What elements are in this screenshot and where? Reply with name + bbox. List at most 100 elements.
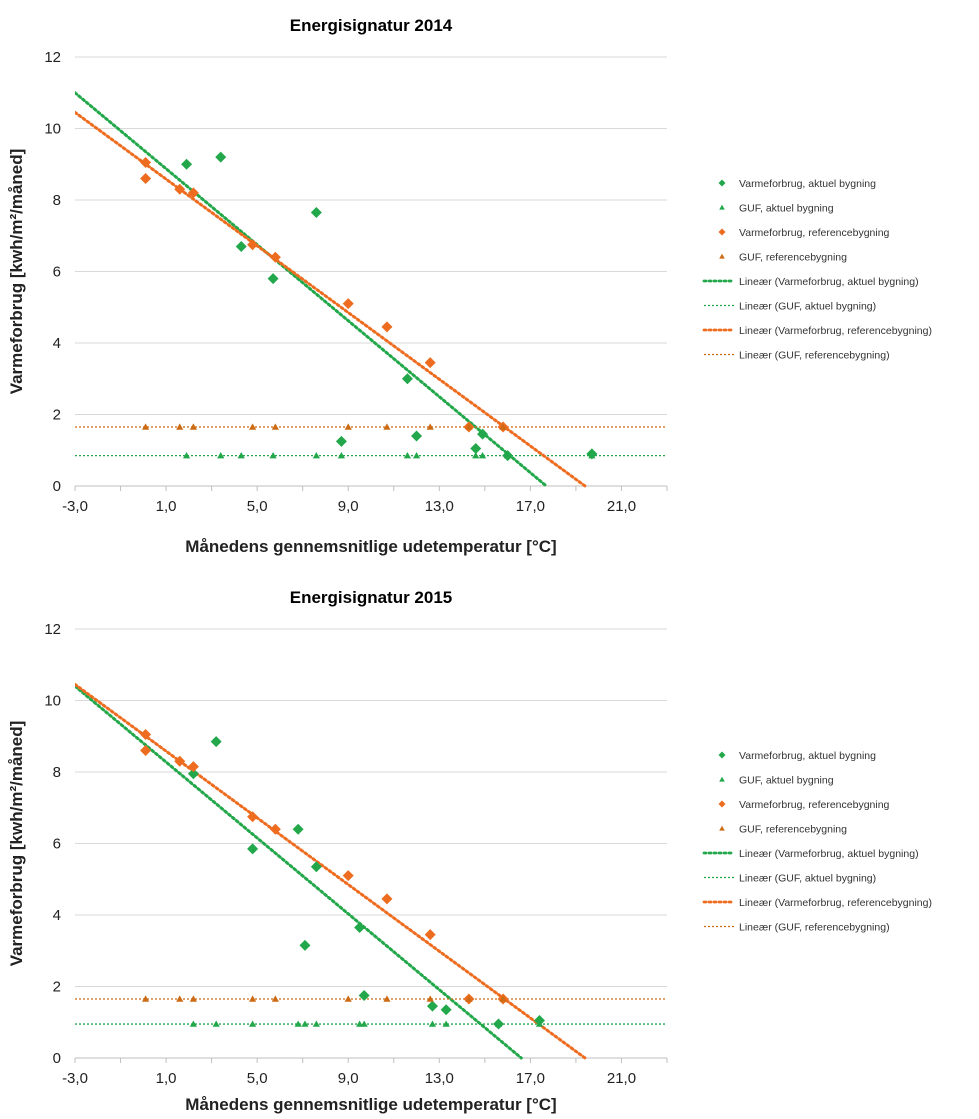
diamond-point bbox=[310, 861, 322, 873]
legend-item: Lineær (Varmeforbrug, aktuel bygning) bbox=[702, 848, 919, 860]
triangle-point bbox=[237, 452, 245, 459]
legend-label: Lineær (GUF, aktuel bygning) bbox=[739, 873, 876, 885]
legend-triangle-icon bbox=[719, 253, 725, 259]
legend-label: GUF, aktuel bygning bbox=[739, 775, 834, 787]
legend-item: Varmeforbrug, aktuel bygning bbox=[718, 750, 876, 762]
legend-diamond-icon bbox=[718, 800, 726, 808]
diamond-point bbox=[235, 240, 247, 252]
triangle-point bbox=[383, 995, 391, 1002]
series-guf-aktuel-bygning bbox=[182, 452, 596, 459]
diamond-point bbox=[299, 939, 311, 951]
legend-diamond-icon bbox=[718, 751, 726, 759]
diamond-point bbox=[424, 929, 436, 941]
triangle-point bbox=[189, 1020, 197, 1027]
legend-label: Varmeforbrug, referencebygning bbox=[739, 227, 890, 239]
diamond-point bbox=[247, 239, 259, 251]
diamond-point bbox=[181, 158, 193, 170]
triangle-point bbox=[426, 423, 434, 430]
triangle-point bbox=[294, 1020, 302, 1027]
x-tick-label: 13,0 bbox=[425, 498, 454, 515]
legend-item: GUF, aktuel bygning bbox=[719, 775, 834, 787]
triangle-point bbox=[494, 1020, 503, 1027]
diamond-point bbox=[358, 989, 370, 1001]
legend-item: GUF, aktuel bygning bbox=[719, 203, 834, 215]
legend-item: Lineær (GUF, referencebygning) bbox=[704, 350, 890, 362]
x-tick-label: 13,0 bbox=[425, 1070, 454, 1087]
diamond-point bbox=[187, 187, 199, 199]
diamond-point bbox=[335, 435, 347, 447]
diamond-point bbox=[174, 183, 186, 195]
triangle-point bbox=[269, 452, 277, 459]
legend-item: GUF, referencebygning bbox=[719, 252, 847, 264]
diamond-point bbox=[247, 843, 259, 855]
triangle-point bbox=[249, 423, 257, 430]
diamond-point bbox=[267, 273, 279, 285]
x-axis-title: Månedens gennemsnitlige udetemperatur [°… bbox=[185, 1095, 556, 1114]
triangle-point bbox=[356, 1020, 364, 1027]
diamond-point bbox=[140, 728, 152, 740]
triangle-point bbox=[344, 995, 352, 1002]
triangle-point bbox=[535, 1020, 544, 1027]
triangle-point bbox=[301, 1020, 309, 1027]
triangle-point bbox=[504, 452, 512, 459]
legend-label: Lineær (GUF, referencebygning) bbox=[739, 922, 890, 934]
triangle-point bbox=[344, 423, 352, 430]
legend-triangle-icon bbox=[719, 776, 725, 782]
diamond-point bbox=[174, 755, 186, 767]
series-guf-aktuel-bygning bbox=[189, 1020, 544, 1027]
y-axis: 0 2 4 6 8 10 12 bbox=[44, 621, 667, 1067]
legend-item: Varmeforbrug, aktuel bygning bbox=[718, 178, 876, 190]
y-tick-label: 4 bbox=[53, 907, 61, 924]
legend-item: Lineær (Varmeforbrug, referencebygning) bbox=[702, 897, 932, 909]
y-tick-label: 6 bbox=[53, 836, 61, 853]
legend-triangle-icon bbox=[719, 204, 725, 210]
triangle-point bbox=[403, 452, 412, 459]
data-markers bbox=[140, 728, 545, 1030]
diamond-point bbox=[381, 321, 393, 333]
legend-item: Lineær (GUF, aktuel bygning) bbox=[704, 301, 876, 313]
series-varmeforbrug-aktuel-bygning bbox=[181, 151, 598, 462]
legend-label: Lineær (GUF, referencebygning) bbox=[739, 350, 890, 362]
triangle-point bbox=[499, 423, 507, 430]
triangle-point bbox=[189, 995, 197, 1002]
x-tick-label: 1,0 bbox=[156, 498, 177, 515]
x-axis: -3,0 1,0 5,0 9,0 13,0 17,0 21,0 bbox=[62, 1057, 668, 1087]
triangle-point bbox=[478, 452, 487, 459]
triangle-point bbox=[465, 995, 473, 1002]
triangle-point bbox=[442, 1020, 450, 1027]
trendlines bbox=[75, 682, 667, 1060]
triangle-point bbox=[271, 995, 279, 1002]
legend-label: GUF, aktuel bygning bbox=[739, 203, 834, 215]
chart-title: Energisignatur 2015 bbox=[290, 588, 453, 607]
x-tick-label: 21,0 bbox=[607, 1070, 636, 1087]
legend-label: Lineær (Varmeforbrug, referencebygning) bbox=[739, 325, 932, 337]
x-tick-label: -3,0 bbox=[62, 1070, 88, 1087]
y-tick-label: 6 bbox=[53, 264, 61, 281]
x-tick-label: 1,0 bbox=[156, 1070, 177, 1087]
triangle-point bbox=[271, 423, 279, 430]
legend-item: Varmeforbrug, referencebygning bbox=[718, 227, 890, 239]
y-tick-label: 4 bbox=[53, 335, 61, 352]
diamond-point bbox=[411, 430, 423, 442]
data-markers bbox=[140, 151, 598, 462]
diamond-point bbox=[426, 1000, 438, 1012]
chart-title: Energisignatur 2014 bbox=[290, 16, 453, 35]
y-tick-label: 0 bbox=[53, 1050, 61, 1067]
series-guf-referencebygning bbox=[141, 995, 507, 1002]
y-axis-title: Varmeforbrug [kwh/m²/måned] bbox=[7, 149, 26, 395]
legend-label: GUF, referencebygning bbox=[739, 824, 847, 836]
trendline-lineaer-varmeforbrug-referencebygning bbox=[75, 682, 587, 1060]
triangle-point bbox=[212, 1020, 220, 1027]
diamond-point bbox=[247, 811, 259, 823]
y-tick-label: 8 bbox=[53, 764, 61, 781]
diamond-point bbox=[269, 823, 281, 835]
series-varmeforbrug-aktuel-bygning bbox=[187, 736, 545, 1030]
x-tick-label: 21,0 bbox=[607, 498, 636, 515]
legend-item: Lineær (Varmeforbrug, aktuel bygning) bbox=[702, 276, 919, 288]
diamond-point bbox=[342, 298, 354, 310]
legend-item: Lineær (GUF, aktuel bygning) bbox=[704, 873, 876, 885]
legend-label: Lineær (Varmeforbrug, aktuel bygning) bbox=[739, 276, 919, 288]
legend-diamond-icon bbox=[718, 179, 726, 187]
diamond-point bbox=[354, 922, 366, 934]
diamond-point bbox=[140, 173, 152, 185]
